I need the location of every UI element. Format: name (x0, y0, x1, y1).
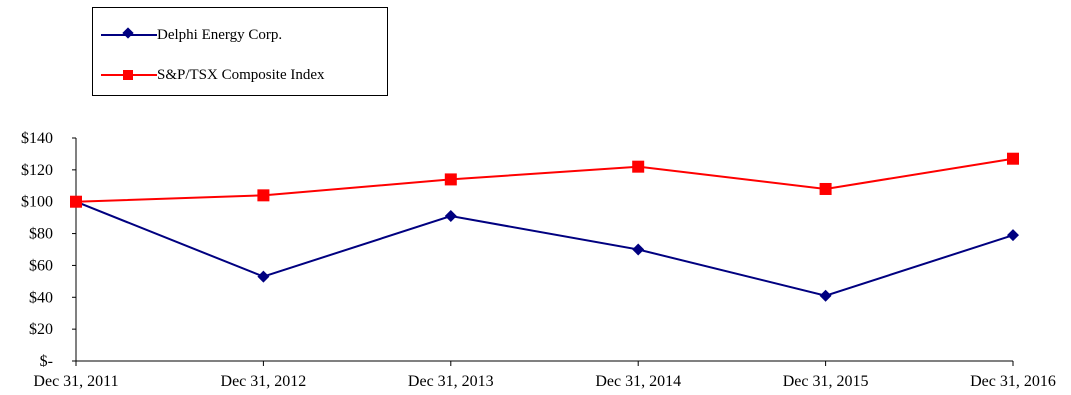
data-point-series-1 (632, 243, 645, 256)
x-tick-label: Dec 31, 2015 (783, 373, 869, 390)
x-tick-label: Dec 31, 2011 (33, 373, 118, 390)
legend-item-series-2: S&P/TSX Composite Index (93, 65, 325, 85)
legend-label-series-1: Delphi Energy Corp. (157, 26, 283, 43)
y-tick-label: $60 (29, 257, 53, 274)
data-point-series-1 (819, 289, 832, 302)
y-tick-label: $100 (21, 194, 53, 211)
legend: Delphi Energy Corp. S&P/TSX Composite In… (92, 7, 388, 96)
square-marker-icon (123, 70, 133, 80)
y-tick-label: $80 (29, 226, 53, 243)
series-line-1 (75, 200, 1014, 297)
series-line-2 (75, 157, 1014, 203)
legend-item-series-1: Delphi Energy Corp. (93, 25, 282, 45)
series-markers (70, 152, 1019, 302)
legend-label-series-2: S&P/TSX Composite Index (157, 66, 325, 83)
axes (72, 137, 1014, 366)
data-point-series-1 (444, 210, 457, 223)
diamond-marker-icon (122, 27, 134, 39)
data-point-series-2 (819, 182, 832, 195)
legend-swatch-series-2 (101, 65, 157, 85)
data-point-series-2 (1007, 152, 1019, 165)
x-tick-label: Dec 31, 2014 (595, 373, 681, 390)
y-tick-label: $120 (21, 162, 53, 179)
x-tick-label: Dec 31, 2013 (408, 373, 494, 390)
y-tick-label: $- (40, 353, 53, 370)
tick-labels: $- $20 $40 $60 $80 $100 $120 $140 Dec 31, 2011 De… (21, 130, 1056, 390)
y-tick-label: $20 (29, 321, 53, 338)
data-point-series-2 (70, 195, 82, 208)
series-lines (75, 157, 1014, 297)
x-tick-label: Dec 31, 2016 (970, 373, 1056, 390)
data-point-series-2 (632, 160, 645, 173)
y-tick-label: $140 (21, 130, 53, 147)
y-tick-label: $40 (29, 289, 53, 306)
legend-swatch-series-1 (101, 25, 157, 45)
x-tick-label: Dec 31, 2012 (221, 373, 307, 390)
data-point-series-1 (1007, 229, 1019, 242)
data-point-series-2 (444, 173, 457, 186)
data-point-series-2 (257, 189, 270, 202)
data-point-series-1 (257, 270, 270, 283)
